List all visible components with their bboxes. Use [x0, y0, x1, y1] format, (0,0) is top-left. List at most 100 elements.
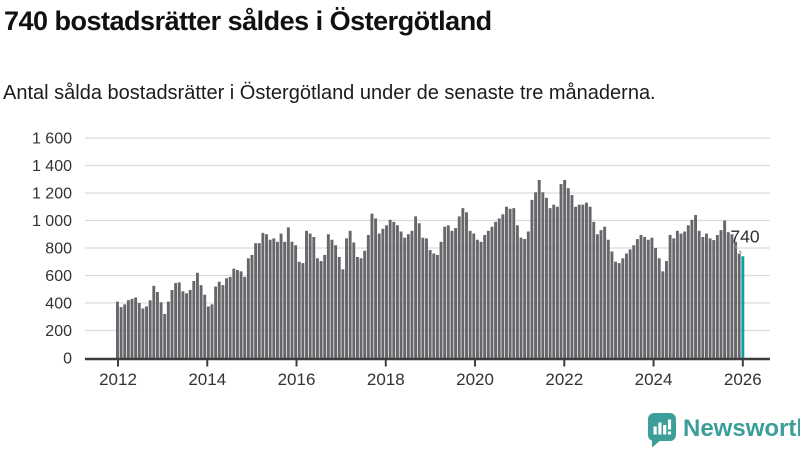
- bar: [286, 227, 290, 359]
- bar: [490, 226, 494, 358]
- bar: [214, 286, 218, 358]
- bar: [574, 206, 578, 358]
- bar: [275, 241, 279, 358]
- bar: [294, 245, 298, 358]
- bar: [345, 238, 348, 359]
- bar: [330, 239, 334, 358]
- newsworthy-logo: Newsworthy: [646, 412, 800, 448]
- bar: [650, 237, 654, 358]
- bar: [315, 258, 319, 358]
- bar: [628, 249, 632, 359]
- bar: [457, 216, 461, 359]
- bar: [625, 253, 628, 358]
- bar: [417, 223, 421, 358]
- bar: [592, 221, 596, 359]
- bar: [646, 239, 650, 358]
- bar: [563, 179, 567, 358]
- highlight-value-label: 740: [730, 226, 759, 246]
- bar: [235, 270, 239, 358]
- bar: [221, 285, 225, 359]
- bar: [395, 225, 399, 358]
- bar: [181, 291, 185, 358]
- y-tick-label: 200: [45, 323, 72, 340]
- bar: [719, 230, 723, 359]
- bar: [432, 253, 436, 358]
- bar: [217, 281, 221, 358]
- bar: [319, 261, 323, 358]
- bar: [159, 302, 163, 358]
- bar: [632, 245, 636, 358]
- bar: [392, 221, 396, 359]
- bar: [661, 271, 665, 359]
- newsworthy-wordmark: Newsworthy: [683, 415, 800, 442]
- bar: [152, 285, 156, 358]
- bar: [439, 241, 443, 358]
- bar: [352, 242, 356, 358]
- bar: [326, 234, 330, 358]
- bar: [163, 314, 167, 358]
- bar: [257, 243, 261, 358]
- chart-subtitle: Antal sålda bostadsrätter i Östergötland…: [3, 82, 656, 104]
- bar: [501, 214, 505, 358]
- bar: [581, 204, 585, 358]
- bar: [177, 282, 181, 359]
- x-tick-label: 2016: [278, 370, 316, 389]
- bar: [559, 184, 563, 358]
- x-axis: 2012 2014 2016 2018 2020 2022 2024 2026: [85, 357, 770, 389]
- highlight-annotation: 740: [730, 226, 760, 256]
- bar: [381, 228, 385, 358]
- y-tick-label: 0: [63, 351, 72, 368]
- bar: [348, 230, 352, 358]
- bar: [734, 241, 737, 358]
- bar: [595, 234, 599, 358]
- bar: [512, 208, 516, 359]
- x-tick-label: 2012: [99, 370, 137, 389]
- bar: [334, 245, 338, 358]
- bar: [308, 233, 312, 358]
- bar: [370, 213, 374, 359]
- bars: [116, 179, 745, 359]
- bar: [519, 237, 523, 358]
- bar: [210, 304, 214, 359]
- bar: [588, 206, 592, 358]
- bar: [454, 228, 458, 358]
- bar: [523, 239, 527, 358]
- bar: [497, 218, 501, 358]
- bar: [243, 276, 247, 359]
- bar: [610, 251, 614, 358]
- bar: [723, 220, 727, 358]
- bar: [737, 253, 741, 358]
- bar: [599, 230, 603, 359]
- bar: [148, 300, 152, 358]
- bar: [155, 292, 159, 358]
- bar: [446, 225, 450, 358]
- bar: [192, 281, 196, 358]
- bar: [486, 230, 490, 358]
- bar: [123, 304, 127, 359]
- y-tick-label: 1 400: [32, 158, 72, 175]
- newsworthy-bubble-icon: [648, 413, 676, 448]
- bar: [479, 241, 483, 358]
- bar: [603, 226, 607, 358]
- bar: [450, 230, 454, 358]
- bar: [385, 225, 388, 358]
- bar: [410, 230, 414, 358]
- bar: [570, 195, 574, 358]
- bar: [425, 238, 428, 359]
- bar: [537, 179, 541, 358]
- bar: [174, 283, 178, 358]
- bar: [552, 204, 556, 358]
- bar: [694, 215, 698, 358]
- bar: [465, 212, 468, 358]
- bar: [515, 225, 519, 358]
- bar: [305, 230, 308, 358]
- bar: [126, 300, 130, 358]
- bar: [414, 216, 418, 359]
- bar: [272, 238, 276, 359]
- bar: [428, 250, 432, 358]
- bar: [137, 303, 141, 358]
- y-tick-label: 600: [45, 268, 72, 285]
- x-tick-label: 2014: [188, 370, 226, 389]
